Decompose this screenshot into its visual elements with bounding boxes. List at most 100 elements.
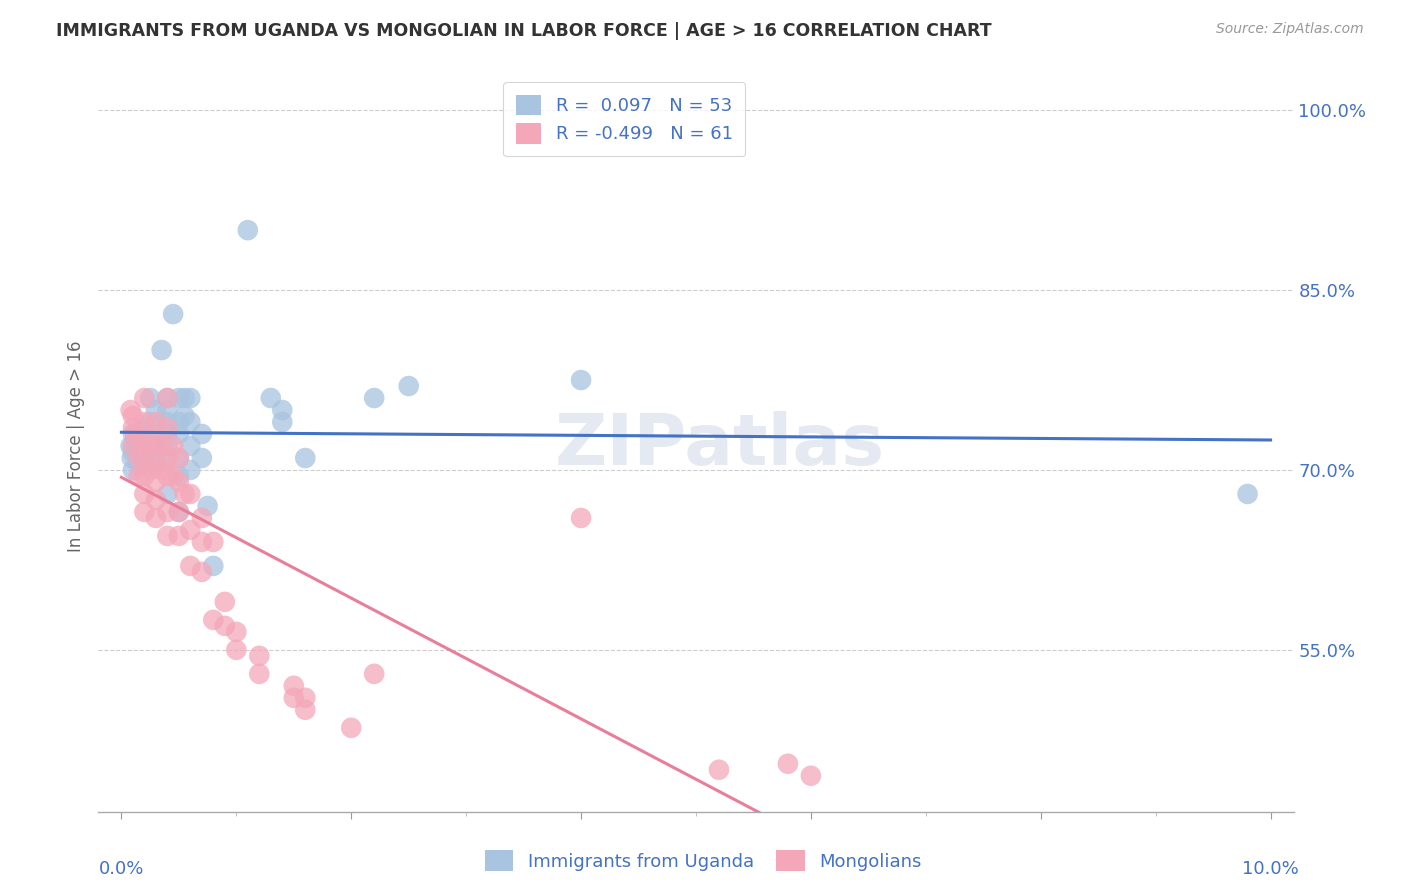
- Text: Source: ZipAtlas.com: Source: ZipAtlas.com: [1216, 22, 1364, 37]
- Point: [134, 433, 156, 447]
- Point: [134, 487, 156, 501]
- Point: [191, 511, 214, 525]
- Point: [569, 373, 592, 387]
- Point: [191, 427, 214, 442]
- Point: [156, 415, 179, 429]
- Point: [120, 439, 142, 453]
- Point: [121, 450, 143, 465]
- Point: [202, 613, 225, 627]
- Point: [202, 535, 225, 549]
- Point: [294, 703, 316, 717]
- Point: [156, 421, 179, 435]
- Legend: R =  0.097   N = 53, R = -0.499   N = 61: R = 0.097 N = 53, R = -0.499 N = 61: [503, 82, 745, 156]
- Point: [145, 403, 167, 417]
- Point: [800, 769, 823, 783]
- Point: [145, 457, 167, 471]
- Text: 0.0%: 0.0%: [98, 860, 143, 878]
- Point: [340, 721, 363, 735]
- Point: [145, 445, 167, 459]
- Point: [173, 487, 195, 501]
- Legend: Immigrants from Uganda, Mongolians: Immigrants from Uganda, Mongolians: [478, 843, 928, 879]
- Point: [134, 457, 156, 471]
- Point: [156, 391, 179, 405]
- Point: [363, 666, 385, 681]
- Point: [145, 439, 167, 453]
- Point: [247, 666, 270, 681]
- Text: IMMIGRANTS FROM UGANDA VS MONGOLIAN IN LABOR FORCE | AGE > 16 CORRELATION CHART: IMMIGRANTS FROM UGANDA VS MONGOLIAN IN L…: [56, 22, 991, 40]
- Point: [139, 391, 162, 405]
- Point: [167, 391, 190, 405]
- Point: [363, 391, 385, 405]
- Point: [707, 763, 730, 777]
- Point: [162, 307, 184, 321]
- Point: [191, 565, 214, 579]
- Point: [156, 450, 179, 465]
- Point: [191, 450, 214, 465]
- Point: [134, 450, 156, 465]
- Point: [134, 421, 156, 435]
- Point: [167, 475, 190, 489]
- Point: [179, 439, 201, 453]
- Point: [122, 445, 145, 459]
- Point: [167, 415, 190, 429]
- Point: [156, 469, 179, 483]
- Point: [122, 427, 145, 442]
- Point: [150, 463, 173, 477]
- Point: [156, 487, 179, 501]
- Point: [134, 439, 156, 453]
- Point: [179, 391, 201, 405]
- Point: [191, 535, 214, 549]
- Point: [122, 463, 145, 477]
- Point: [1236, 487, 1258, 501]
- Point: [225, 624, 247, 639]
- Point: [202, 558, 225, 573]
- Point: [179, 463, 201, 477]
- Point: [179, 487, 201, 501]
- Point: [776, 756, 799, 771]
- Point: [167, 505, 190, 519]
- Point: [124, 433, 146, 447]
- Point: [156, 403, 179, 417]
- Point: [271, 415, 294, 429]
- Point: [156, 529, 179, 543]
- Point: [167, 505, 190, 519]
- Point: [569, 511, 592, 525]
- Point: [167, 529, 190, 543]
- Point: [167, 450, 190, 465]
- Point: [173, 409, 195, 423]
- Point: [162, 439, 184, 453]
- Point: [134, 469, 156, 483]
- Point: [139, 415, 162, 429]
- Point: [145, 439, 167, 453]
- Point: [122, 421, 145, 435]
- Point: [134, 505, 156, 519]
- Point: [134, 391, 156, 405]
- Point: [247, 648, 270, 663]
- Point: [145, 427, 167, 442]
- Point: [294, 450, 316, 465]
- Point: [128, 457, 150, 471]
- Point: [156, 427, 179, 442]
- Point: [134, 415, 156, 429]
- Point: [128, 469, 150, 483]
- Point: [225, 643, 247, 657]
- Y-axis label: In Labor Force | Age > 16: In Labor Force | Age > 16: [66, 340, 84, 552]
- Point: [156, 391, 179, 405]
- Point: [173, 391, 195, 405]
- Point: [145, 511, 167, 525]
- Point: [167, 469, 190, 483]
- Point: [167, 427, 190, 442]
- Point: [122, 439, 145, 453]
- Point: [122, 409, 145, 423]
- Point: [145, 415, 167, 429]
- Point: [197, 499, 219, 513]
- Point: [134, 445, 156, 459]
- Point: [179, 558, 201, 573]
- Point: [156, 439, 179, 453]
- Point: [120, 403, 142, 417]
- Point: [214, 619, 236, 633]
- Point: [128, 445, 150, 459]
- Point: [124, 427, 146, 442]
- Point: [145, 492, 167, 507]
- Point: [283, 690, 305, 705]
